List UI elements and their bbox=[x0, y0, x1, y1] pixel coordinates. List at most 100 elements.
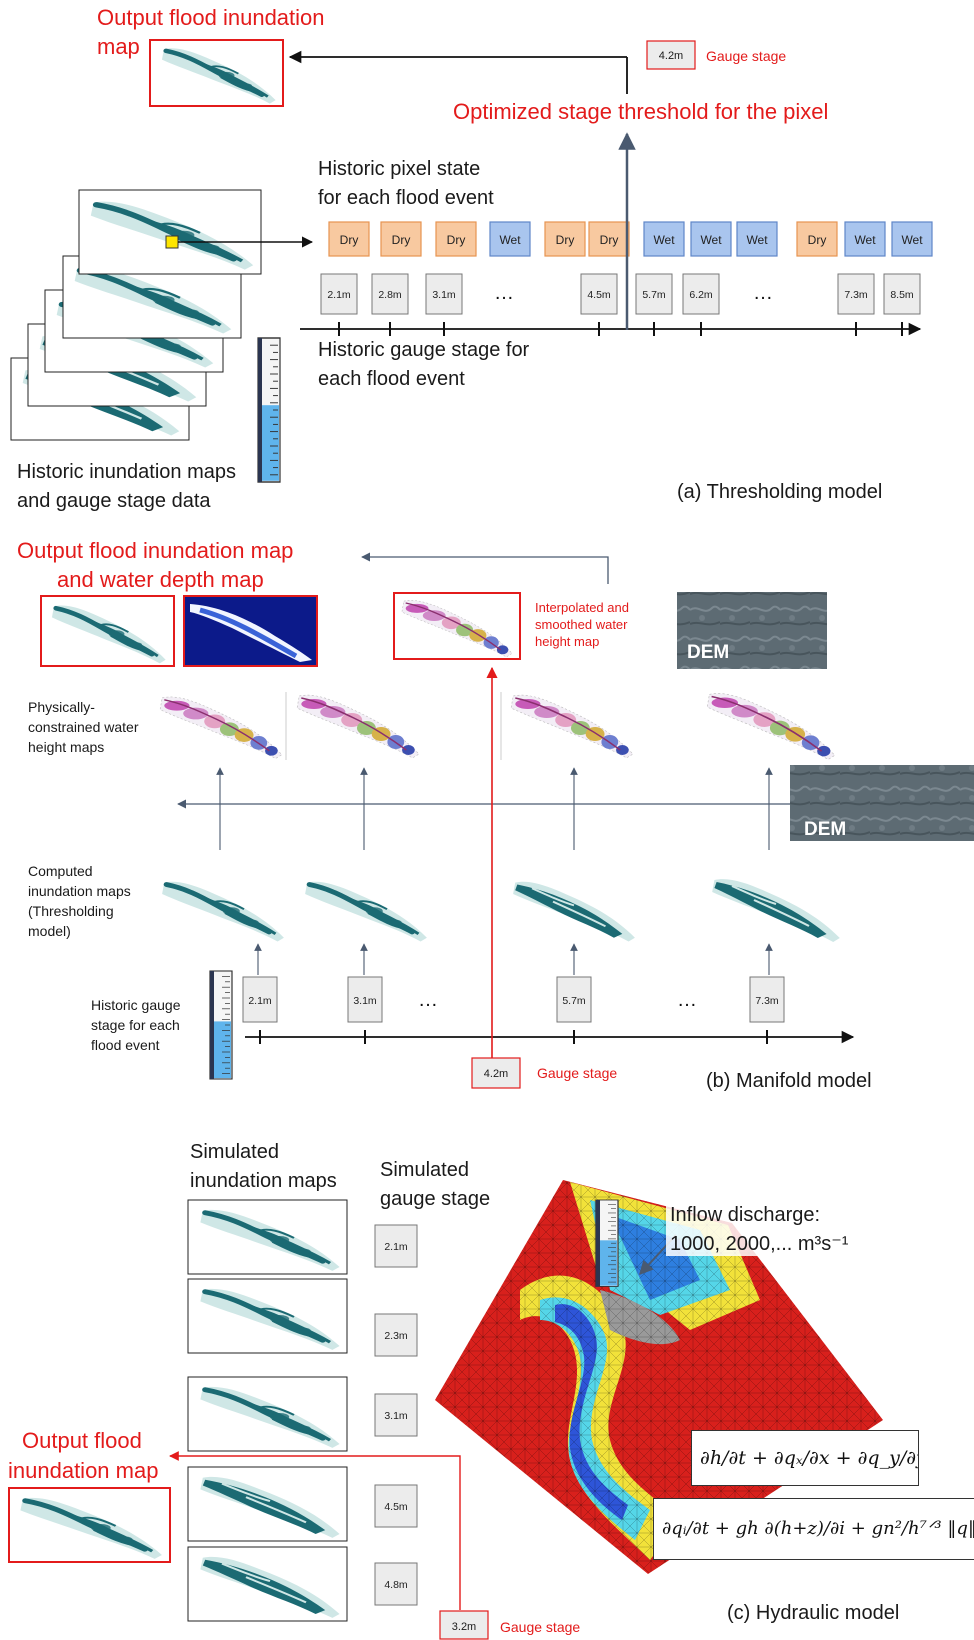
output-title-c-line1: Output flood bbox=[22, 1428, 142, 1453]
output-title-a-line2: map bbox=[97, 34, 140, 59]
gauge-stage-title-1: Historic gauge stage for bbox=[318, 339, 530, 361]
state-dry: Dry bbox=[544, 221, 586, 257]
inflow-label-1: Inflow discharge: bbox=[670, 1204, 820, 1226]
pixel-states-row: Dry Dry Dry Wet Dry Dry Wet Wet Wet Dry Wet Wet bbox=[328, 221, 933, 257]
simulated-maps bbox=[187, 1199, 348, 1622]
state-label: Dry bbox=[340, 233, 359, 247]
gauge-value-b: 4.2m bbox=[484, 1068, 508, 1080]
output-title-a-line1: Output flood inundation bbox=[97, 5, 325, 30]
state-label: Dry bbox=[600, 233, 619, 247]
dem-image-side bbox=[790, 765, 974, 841]
sim-stage-box: 3.1m bbox=[374, 1393, 418, 1437]
sim-stage-value: 4.5m bbox=[384, 1501, 408, 1513]
stage-value: 7.3m bbox=[755, 995, 779, 1007]
caption-c: (c) Hydraulic model bbox=[727, 1602, 899, 1624]
state-wet: Wet bbox=[844, 221, 886, 257]
gauge-value-a: 4.2m bbox=[659, 50, 683, 62]
gauge-box-a bbox=[646, 40, 696, 70]
output-title-b-line2: and water depth map bbox=[57, 567, 264, 592]
gauge-stages-row-a: 2.1m 2.8m 3.1m … 4.5m 5.7m 6.2m … 7.3m 8.5m bbox=[320, 273, 921, 315]
stage-value: 6.2m bbox=[689, 289, 713, 301]
stage-box: 5.7m bbox=[635, 273, 673, 315]
maps-caption-2: and gauge stage data bbox=[17, 490, 211, 512]
sim-stage-value: 2.3m bbox=[384, 1330, 408, 1342]
stage-box: 8.5m bbox=[883, 273, 921, 315]
state-label: Wet bbox=[901, 233, 923, 247]
stage-box: 7.3m bbox=[749, 976, 785, 1023]
state-label: Wet bbox=[653, 233, 675, 247]
computed-label-4: model) bbox=[28, 923, 71, 939]
inflow-label-2: 1000, 2000,... m³s⁻¹ bbox=[670, 1233, 849, 1255]
state-label: Dry bbox=[447, 233, 466, 247]
stage-box: 7.3m bbox=[837, 273, 875, 315]
state-dry: Dry bbox=[328, 221, 370, 257]
state-dry: Dry bbox=[435, 221, 477, 257]
arrow-interp-to-output bbox=[361, 552, 609, 584]
stage-value: 2.1m bbox=[248, 995, 272, 1007]
sim-stage-title-1: Simulated bbox=[380, 1159, 469, 1181]
stage-value: 7.3m bbox=[844, 289, 868, 301]
output-title-c-line2: inundation map bbox=[8, 1458, 158, 1483]
stage-box: 2.8m bbox=[371, 273, 409, 315]
output-title-b-line1: Output flood inundation map bbox=[17, 538, 293, 563]
water-height-map-4 bbox=[706, 692, 836, 761]
sim-stage-box: 4.8m bbox=[374, 1562, 418, 1606]
stage-value: 8.5m bbox=[890, 289, 914, 301]
selected-pixel bbox=[165, 235, 179, 249]
sim-maps-title-2: inundation maps bbox=[190, 1170, 337, 1192]
panel-c: Simulated inundation maps Simulated gaug… bbox=[8, 1141, 899, 1640]
historic-label-1: Historic gauge bbox=[91, 997, 181, 1013]
state-label: Wet bbox=[700, 233, 722, 247]
interp-label-1: Interpolated and bbox=[535, 600, 629, 615]
state-label: Wet bbox=[854, 233, 876, 247]
interp-label-2: smoothed water bbox=[535, 617, 628, 632]
state-dry: Dry bbox=[588, 221, 630, 257]
ellipsis: … bbox=[418, 989, 438, 1011]
computed-label-1: Computed bbox=[28, 863, 93, 879]
stage-value: 5.7m bbox=[642, 289, 666, 301]
gauge-arrow-c bbox=[169, 1451, 461, 1610]
threshold-label: Optimized stage threshold for the pixel bbox=[453, 99, 828, 124]
stage-box: 6.2m bbox=[682, 273, 720, 315]
stage-value: 2.8m bbox=[378, 289, 402, 301]
axis-ticks-a bbox=[338, 322, 903, 336]
stage-value: 4.5m bbox=[587, 289, 611, 301]
gauge-box-c bbox=[439, 1610, 489, 1640]
staff-gauge-c bbox=[595, 1199, 619, 1288]
panel-b: Output flood inundation map and water de… bbox=[17, 538, 974, 1092]
gauge-label-b: Gauge stage bbox=[537, 1065, 617, 1081]
panel-a: Output flood inundation map 4.2m Gauge s… bbox=[10, 5, 933, 512]
state-label: Dry bbox=[808, 233, 827, 247]
pixel-state-title-1: Historic pixel state bbox=[318, 158, 480, 180]
stage-box: 3.1m bbox=[425, 273, 463, 315]
computed-label-2: inundation maps bbox=[28, 883, 131, 899]
historic-label-2: stage for each bbox=[91, 1017, 180, 1033]
ellipsis: … bbox=[677, 989, 697, 1011]
state-wet: Wet bbox=[736, 221, 778, 257]
stage-value: 5.7m bbox=[562, 995, 586, 1007]
continuity-equation: ∂h/∂t + ∂qₓ/∂x + ∂q_y/∂y = 0 bbox=[691, 1430, 919, 1486]
stage-box: 4.5m bbox=[580, 273, 618, 315]
state-dry: Dry bbox=[380, 221, 422, 257]
stage-box: 5.7m bbox=[556, 976, 592, 1023]
maps-caption-1: Historic inundation maps bbox=[17, 461, 236, 483]
sim-stage-box: 4.5m bbox=[374, 1484, 418, 1528]
axis-ticks-b bbox=[259, 1030, 768, 1044]
caption-b: (b) Manifold model bbox=[706, 1070, 872, 1092]
water-height-map-2 bbox=[296, 694, 420, 759]
stage-box: 3.1m bbox=[347, 976, 383, 1023]
computed-map-1 bbox=[162, 882, 284, 942]
gauge-box-b bbox=[471, 1057, 521, 1089]
stage-value: 2.1m bbox=[327, 289, 351, 301]
water-height-map-1 bbox=[159, 696, 283, 760]
phys-label-2: constrained water bbox=[28, 719, 139, 735]
state-wet: Wet bbox=[891, 221, 933, 257]
sim-stage-box: 2.3m bbox=[374, 1313, 418, 1357]
stage-box: 2.1m bbox=[320, 273, 358, 315]
gauge-label-c: Gauge stage bbox=[500, 1619, 580, 1635]
state-label: Dry bbox=[392, 233, 411, 247]
state-wet: Wet bbox=[690, 221, 732, 257]
phys-label-1: Physically- bbox=[28, 699, 95, 715]
sim-stage-title-2: gauge stage bbox=[380, 1188, 490, 1210]
stage-value: 3.1m bbox=[432, 289, 456, 301]
